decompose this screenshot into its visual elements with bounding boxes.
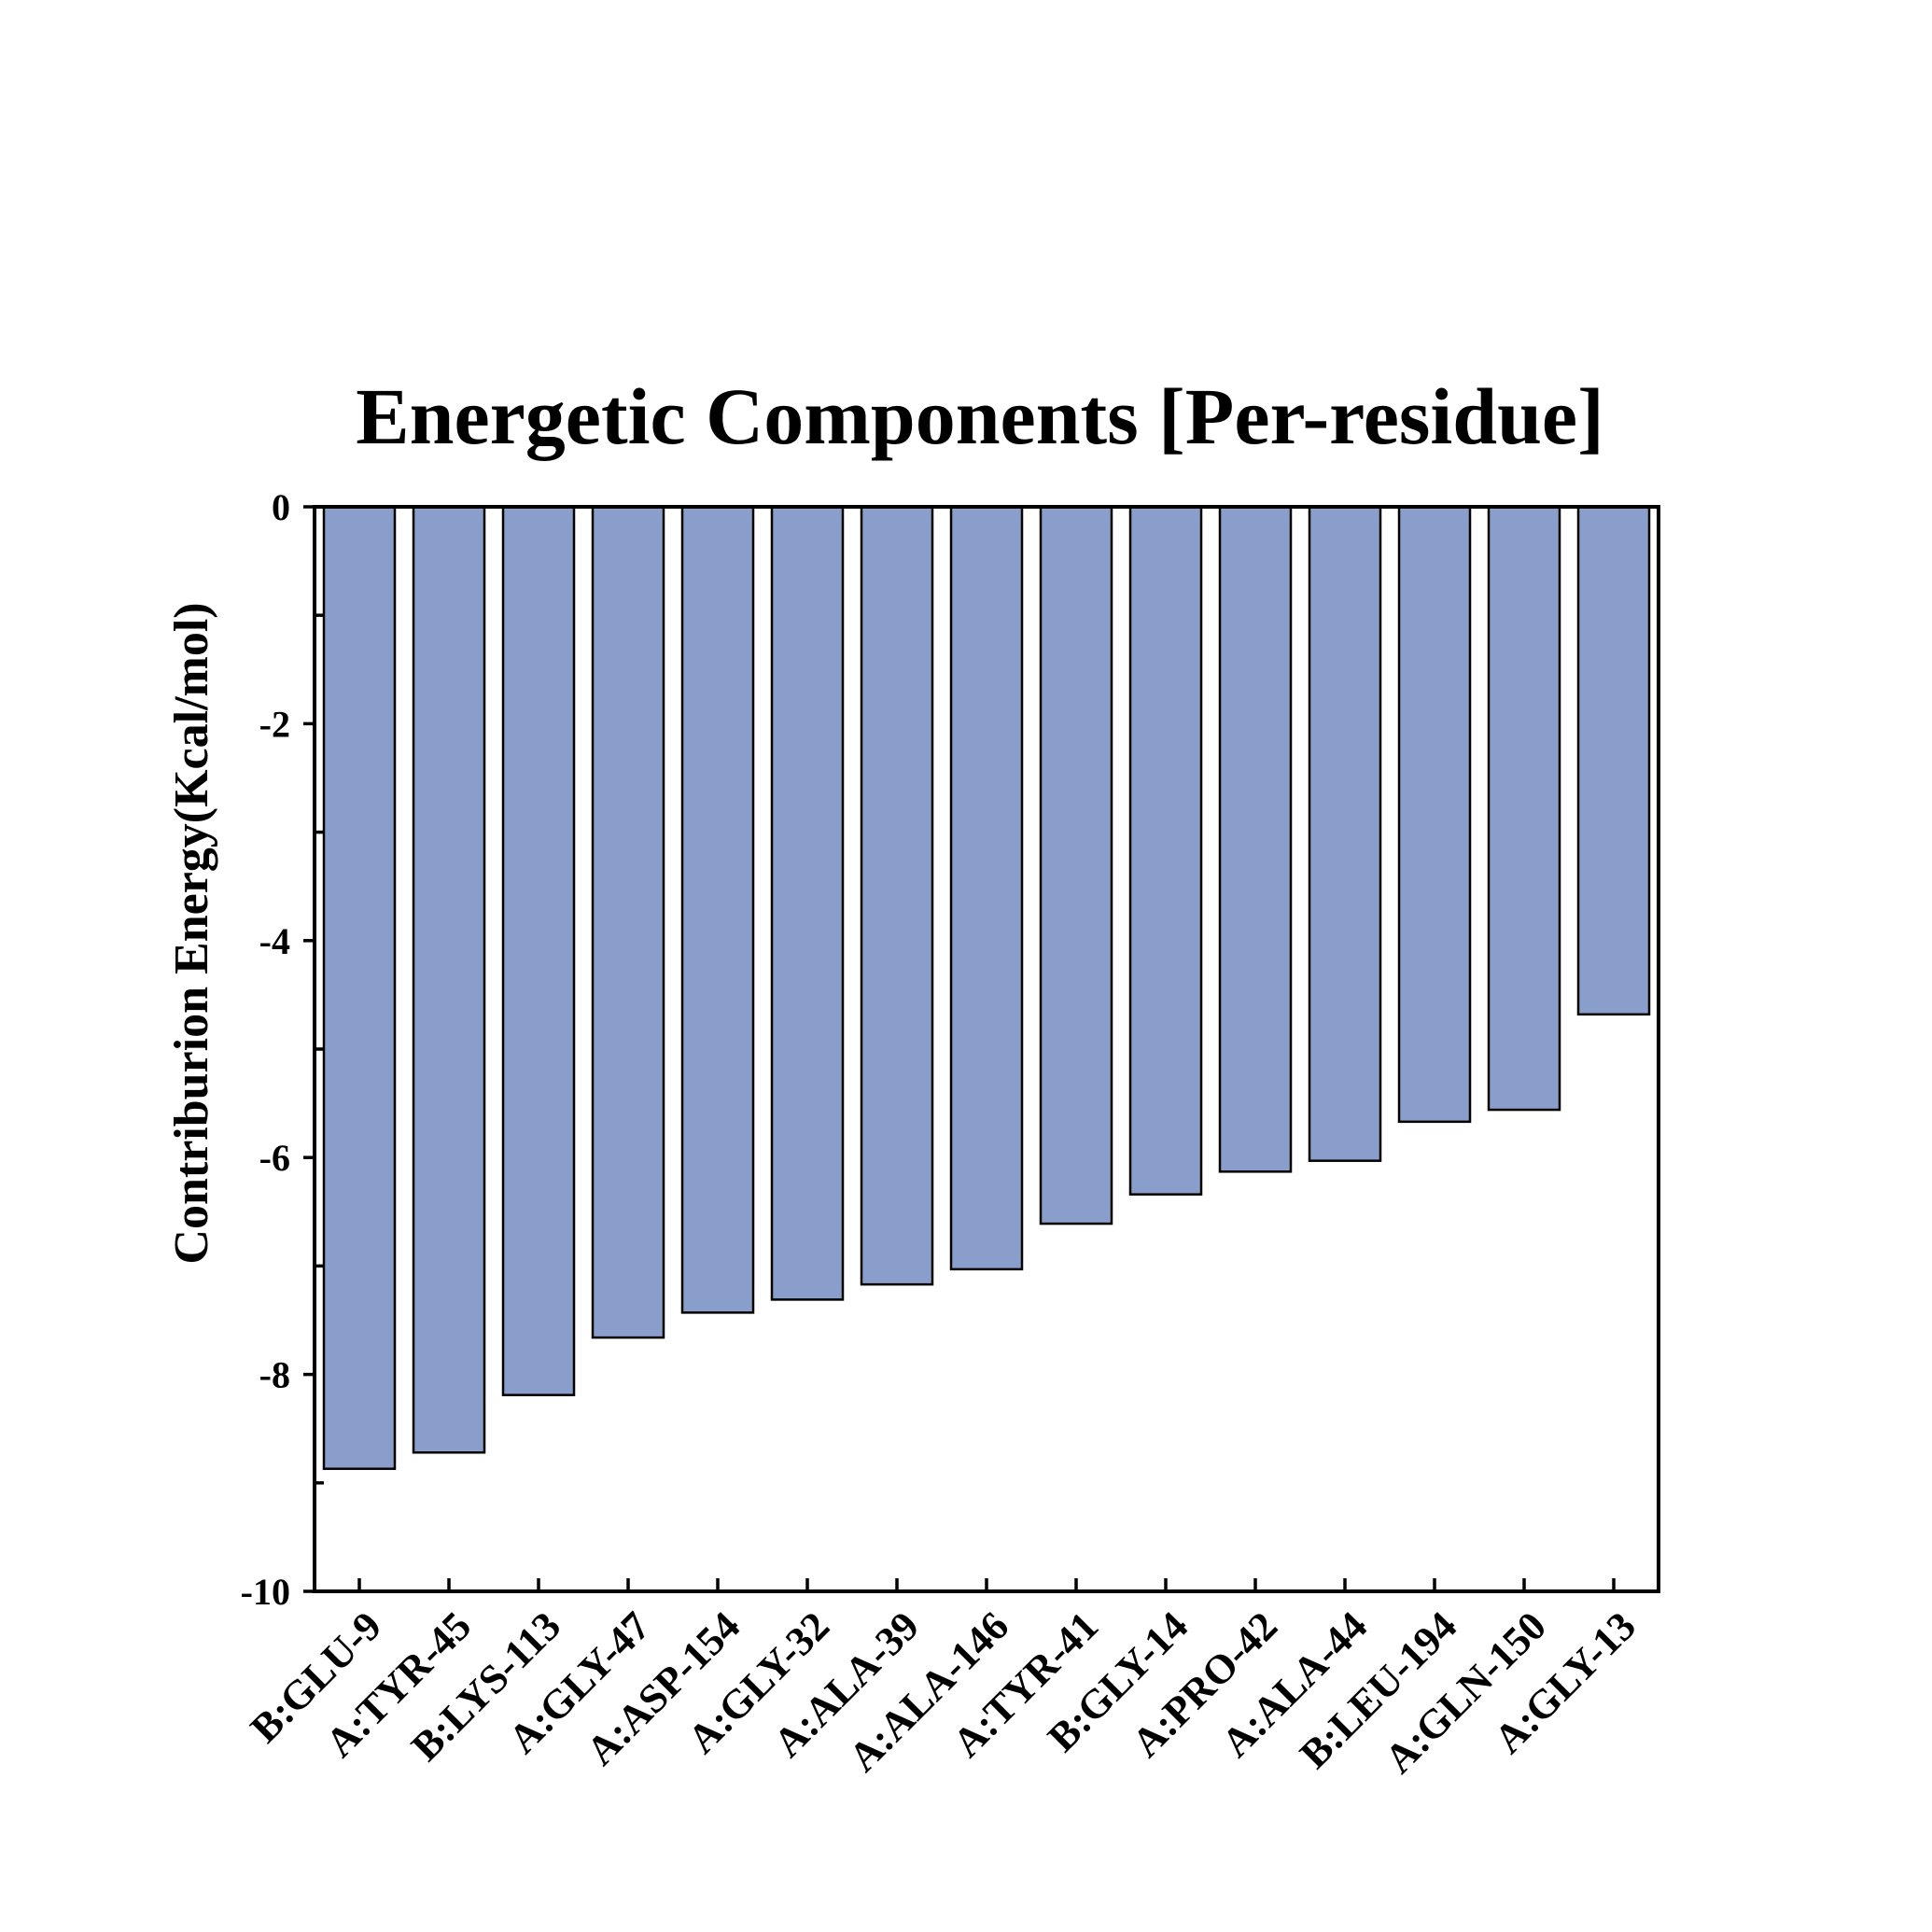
- bar-a-tyr-45: [412, 505, 486, 1454]
- bar-series: [322, 505, 1651, 1470]
- bar-b-glu-9: [322, 505, 397, 1470]
- x-axis: B:GLU-9A:TYR-45B:LYS-113A:GLY-47A:ASP-15…: [242, 1578, 1645, 1782]
- y-tick-label: -10: [241, 1571, 290, 1613]
- bar-a-pro-42: [1218, 505, 1293, 1173]
- chart-title: Energetic Components [Per-residue]: [356, 371, 1604, 461]
- bar-a-tyr-41: [1039, 505, 1113, 1225]
- y-axis: 0 -2 -4 -6 -8 -10: [241, 486, 324, 1613]
- bar-b-lys-113: [501, 505, 576, 1396]
- bar-a-ala-39: [860, 505, 934, 1286]
- y-axis-label: Contriburion Energy(Kcal/mol): [165, 602, 218, 1264]
- bar-a-ala-44: [1308, 505, 1382, 1162]
- bar-a-ala-146: [949, 505, 1024, 1271]
- bar-a-asp-154: [680, 505, 755, 1314]
- bar-a-gly-13: [1576, 505, 1651, 1016]
- y-tick-label: 0: [272, 486, 290, 528]
- y-tick-label: -2: [259, 703, 290, 745]
- bar-a-gly-32: [770, 505, 845, 1301]
- y-tick-label: -6: [259, 1137, 290, 1179]
- y-tick-label: -8: [259, 1354, 290, 1396]
- bar-a-gly-47: [591, 505, 665, 1339]
- y-tick-label: -4: [259, 920, 290, 962]
- bar-b-leu-194: [1397, 505, 1472, 1124]
- bar-b-gly-14: [1128, 505, 1203, 1196]
- bar-a-gln-150: [1487, 505, 1561, 1112]
